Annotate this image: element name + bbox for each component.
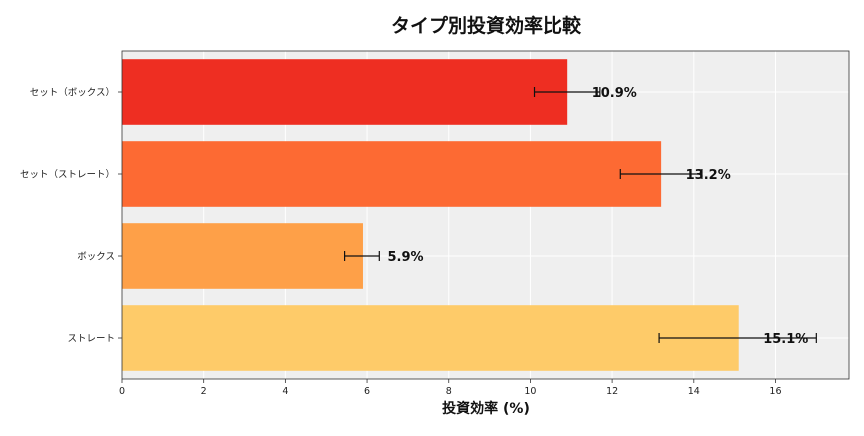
plot-frame bbox=[121, 50, 850, 380]
data-labels: 10.9% 13.2% 5.9% 15.1% bbox=[387, 86, 808, 347]
x-axis-label: 投資効率 (%) bbox=[442, 400, 530, 417]
x-tick-label: 2 bbox=[201, 386, 207, 397]
x-tick-label: 6 bbox=[364, 386, 370, 397]
x-tick-label: 14 bbox=[688, 386, 700, 397]
y-tick-label: セット（ボックス） bbox=[30, 87, 115, 99]
x-tick-label: 16 bbox=[769, 386, 781, 397]
x-tick-label: 4 bbox=[282, 386, 288, 397]
bar bbox=[122, 223, 363, 289]
error-bars bbox=[343, 87, 817, 343]
x-axis-tick-labels: 0 2 4 6 8 10 12 14 16 bbox=[119, 379, 782, 397]
x-tick-label: 8 bbox=[446, 386, 452, 397]
bar bbox=[122, 59, 568, 125]
bars bbox=[122, 59, 739, 371]
chart-title: タイプ別投資効率比較 bbox=[391, 14, 582, 37]
x-tick-label: 12 bbox=[606, 386, 618, 397]
data-label: 5.9% bbox=[387, 250, 423, 265]
data-label: 10.9% bbox=[592, 86, 637, 101]
data-label: 13.2% bbox=[686, 168, 731, 183]
y-tick-label: ストレート bbox=[67, 334, 115, 345]
x-tick-label: 0 bbox=[119, 386, 125, 397]
y-tick-label: セット（ストレート） bbox=[20, 169, 115, 181]
x-tick-label: 10 bbox=[524, 386, 536, 397]
data-label: 15.1% bbox=[763, 332, 808, 347]
bar bbox=[122, 141, 662, 207]
bar bbox=[122, 305, 739, 371]
y-tick-label: ボックス bbox=[77, 252, 115, 263]
